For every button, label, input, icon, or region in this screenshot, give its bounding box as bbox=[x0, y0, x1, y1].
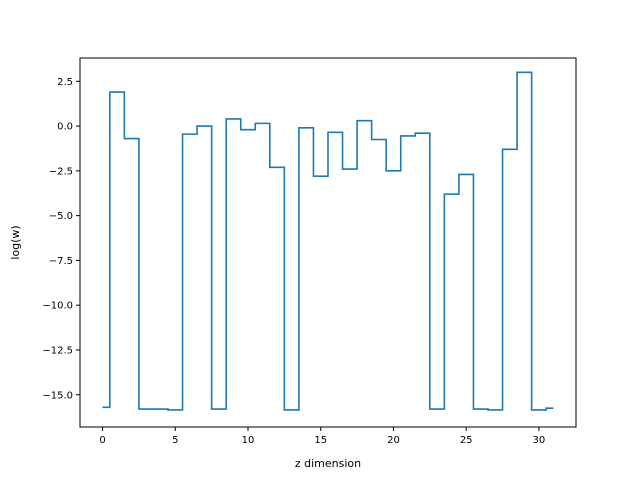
y-tick-label: −5.0 bbox=[49, 211, 73, 222]
x-tick-label: 15 bbox=[314, 435, 327, 446]
y-axis-ticks: 2.5 0.0 −2.5 −5.0 −7.5 −10.0 −12.5 −15.0 bbox=[42, 77, 80, 401]
y-axis-label: log(w) bbox=[9, 225, 22, 259]
y-tick-label: −7.5 bbox=[49, 256, 73, 267]
x-tick-label: 5 bbox=[172, 435, 178, 446]
y-tick-label: 2.5 bbox=[57, 77, 73, 88]
axes-frame bbox=[79, 57, 577, 428]
y-tick-label: 0.0 bbox=[57, 122, 73, 133]
x-tick-label: 10 bbox=[242, 435, 255, 446]
x-tick-label: 0 bbox=[99, 435, 105, 446]
y-tick-label: −12.5 bbox=[42, 345, 73, 356]
x-axis-label: z dimension bbox=[295, 457, 361, 470]
y-tick-label: −15.0 bbox=[42, 390, 73, 401]
series-0-step-line bbox=[102, 71, 554, 411]
x-axis-ticks: 0 5 10 15 20 25 30 bbox=[99, 427, 545, 446]
x-tick-label: 25 bbox=[460, 435, 473, 446]
x-tick-label: 20 bbox=[387, 435, 400, 446]
y-tick-label: −10.0 bbox=[42, 301, 73, 312]
plot-layer bbox=[102, 71, 554, 411]
y-tick-label: −2.5 bbox=[49, 166, 73, 177]
x-tick-label: 30 bbox=[533, 435, 546, 446]
